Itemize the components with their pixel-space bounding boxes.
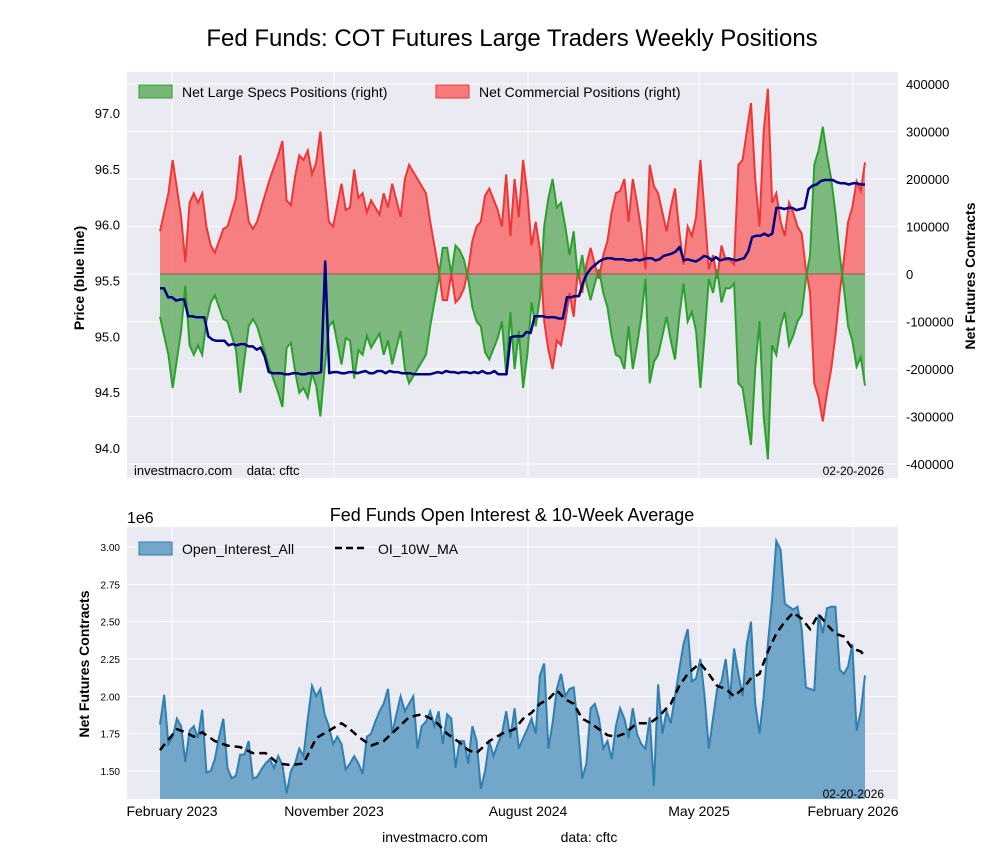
open-interest-area [160,541,865,799]
x-axis-ticks: February 2023 November 2023 August 2024 May… [126,803,898,819]
legend-swatch-open-interest [138,541,173,556]
bottom-y-tick-label: 1.50 [101,767,121,778]
footer-source: data: cftc [561,829,618,845]
ma-line [159,611,866,767]
left-tick-label: 96.5 [95,162,120,177]
right-tick-label: 0 [906,267,913,282]
bottom-date-stamp: 02-20-2026 [823,787,885,801]
x-tick-label: November 2023 [284,803,384,819]
bottom-offset-text: 1e6 [127,510,154,527]
left-tick-label: 95.0 [95,329,120,344]
specs-line [159,126,866,460]
right-tick-label: 300000 [906,125,949,140]
left-tick-label: 95.5 [95,274,120,289]
right-tick-label: 200000 [906,172,949,187]
top-watermark: investmacro.com data: cftc [134,463,300,478]
legend-label-specs: Net Large Specs Positions (right) [182,84,387,100]
bottom-y-tick-label: 2.75 [101,580,121,591]
right-tick-label: -400000 [906,457,954,472]
legend-swatch-commercial [435,84,470,99]
x-tick-label: February 2023 [126,803,217,819]
right-tick-label: -100000 [906,315,954,330]
top-right-axis-ticks: 400000 300000 200000 100000 0 -100000 -200000 -… [906,77,954,472]
left-tick-label: 94.0 [95,441,120,456]
legend-label-commercial: Net Commercial Positions (right) [479,84,681,100]
top-left-axis-ticks: 94.0 94.5 95.0 95.5 96.0 96.5 97.0 [95,106,120,456]
right-tick-label: -300000 [906,410,954,425]
right-tick-label: 400000 [906,77,949,92]
bottom-y-tick-label: 2.00 [101,692,121,703]
legend-swatch-specs [138,84,173,99]
top-right-axis-label: Net Futures Contracts [962,202,978,349]
top-position-areas [159,88,866,460]
bottom-y-tick-label: 2.25 [101,655,121,666]
x-tick-label: August 2024 [489,803,568,819]
open-interest-line [159,537,866,794]
bottom-legend: Open_Interest_All OI_10W_MA [138,541,459,557]
bottom-y-axis-ticks: 1.50 1.75 2.00 2.25 2.50 2.75 3.00 [101,543,121,778]
x-tick-label: May 2025 [668,803,730,819]
commercial-line [159,88,866,422]
footer-site: investmacro.com [382,829,488,845]
right-tick-label: -200000 [906,362,954,377]
price-line [160,178,865,376]
left-tick-label: 97.0 [95,106,120,121]
commercial-area [160,88,865,422]
bottom-chart-title: Fed Funds Open Interest & 10-Week Averag… [330,505,695,525]
right-tick-label: 100000 [906,220,949,235]
bottom-y-tick-label: 1.75 [101,730,121,741]
specs-area [160,126,865,460]
left-tick-label: 94.5 [95,385,120,400]
top-date-stamp: 02-20-2026 [823,464,885,478]
top-price-line [160,178,865,376]
left-tick-label: 96.0 [95,218,120,233]
bottom-open-interest-area [159,537,866,799]
chart-title: Fed Funds: COT Futures Large Traders Wee… [206,25,817,52]
x-tick-label: February 2026 [807,803,898,819]
bottom-y-tick-label: 2.50 [101,618,121,629]
legend-label-open-interest: Open_Interest_All [182,541,294,557]
bottom-moving-average-line [159,611,866,767]
top-left-axis-label: Price (blue line) [71,226,87,330]
legend-label-ma: OI_10W_MA [378,541,459,557]
bottom-y-axis-label: Net Futures Contracts [76,590,92,737]
top-legend: Net Large Specs Positions (right) Net Co… [138,84,681,100]
bottom-y-tick-label: 3.00 [101,543,121,554]
